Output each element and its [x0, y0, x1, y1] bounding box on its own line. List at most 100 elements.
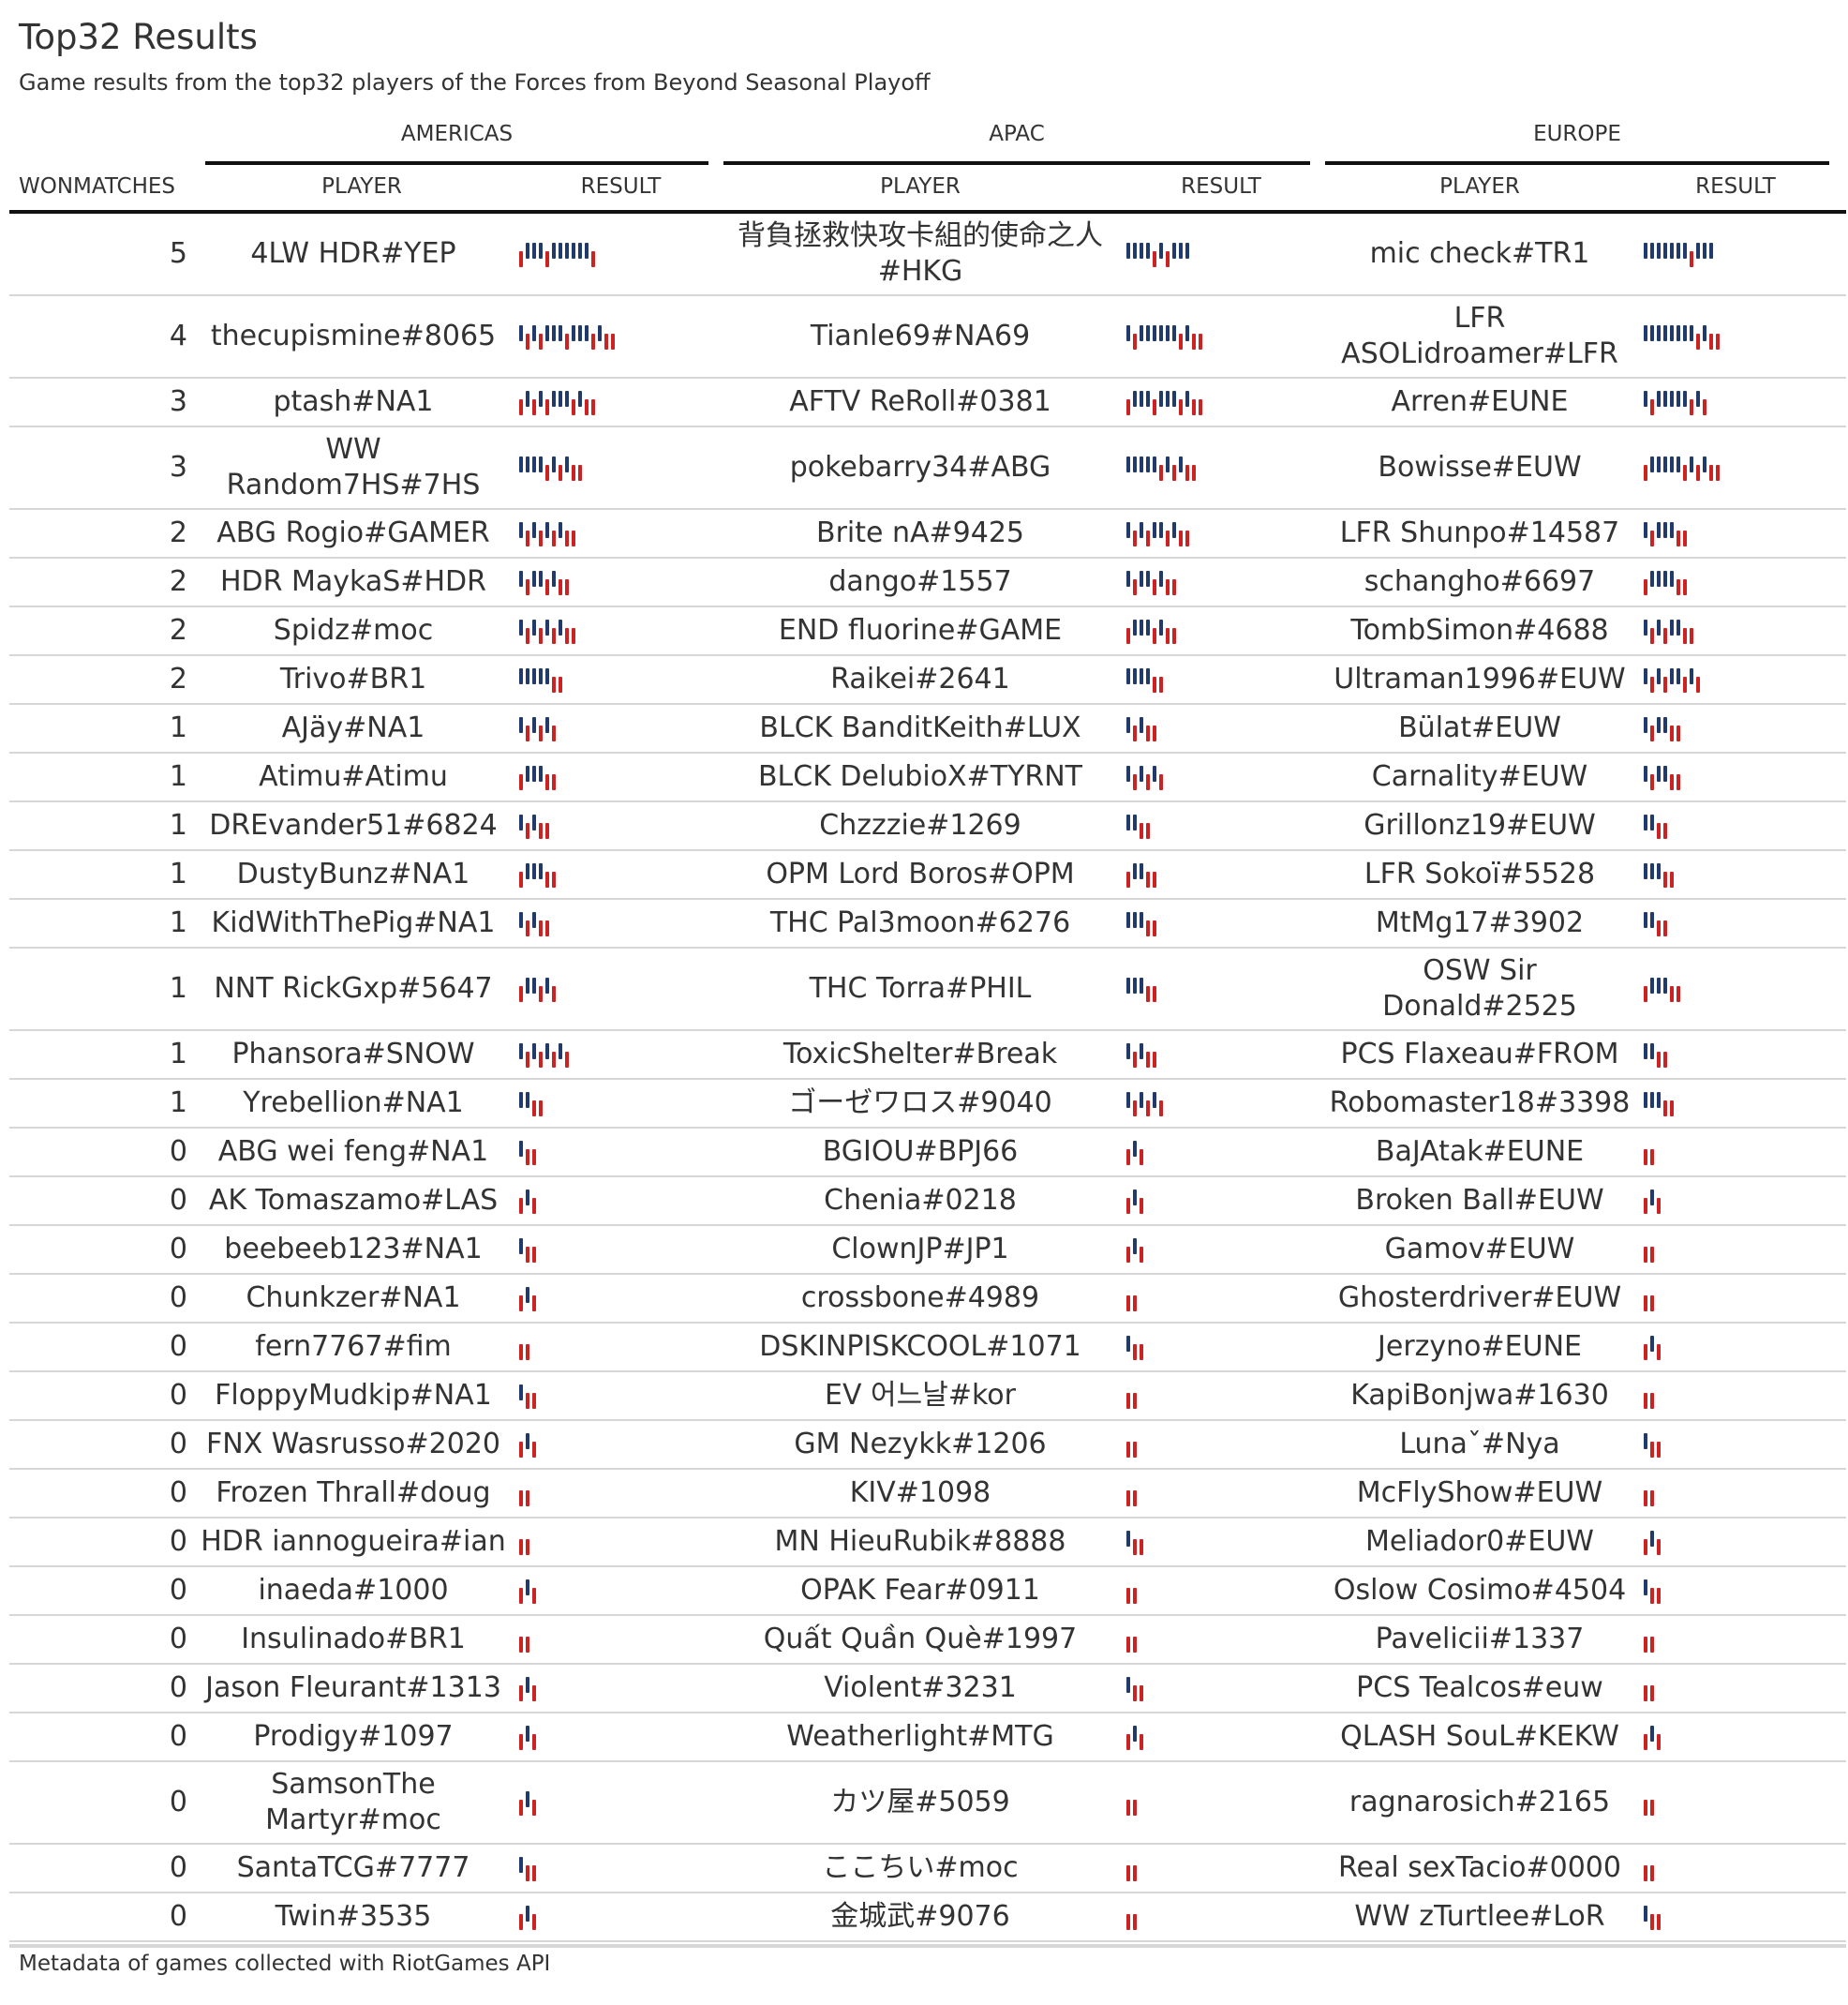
am-result-cell [510, 1225, 723, 1275]
americas-player-cell: FNX Wasrusso#2020 [197, 1420, 510, 1470]
loss-bar [1670, 725, 1674, 741]
eu-result-cell [1634, 509, 1846, 559]
ap-result-cell [1117, 1566, 1325, 1616]
win-bar [539, 862, 543, 879]
europe-player-cell: schangho#6697 [1325, 558, 1634, 607]
am-result-cell [510, 426, 723, 510]
result-sparkline [1126, 242, 1189, 267]
loss-bar [1709, 464, 1713, 481]
eu-result-cell [1634, 1469, 1846, 1519]
apac-player-cell: BLCK DelubioX#TYRNT [723, 753, 1117, 802]
ap-result-cell [1117, 509, 1325, 559]
win-bar [1663, 765, 1667, 782]
loss-bar [526, 627, 529, 644]
win-bar [519, 716, 523, 733]
table-row: 0 FNX Wasrusso#2020 GM Nezykk#1206 Lunaˇ#Ny… [9, 1420, 1846, 1470]
europe-player-cell: WW zTurtlee#LoR [1325, 1893, 1634, 1942]
loss-bar [519, 1343, 523, 1360]
result-sparkline [519, 1189, 536, 1214]
am-result-cell [510, 1030, 723, 1080]
am-result-cell [510, 1566, 723, 1616]
result-sparkline [1644, 1287, 1654, 1311]
loss-bar [552, 530, 556, 546]
win-bar [1650, 1189, 1654, 1205]
result-sparkline [519, 242, 595, 267]
win-bar [1650, 456, 1654, 472]
table-row: 0 inaeda#1000 OPAK Fear#0911 Oslow Cosimo#4… [9, 1566, 1846, 1616]
europe-player-cell: PCS Flaxeau#FROM [1325, 1030, 1634, 1080]
loss-bar [1133, 578, 1137, 595]
loss-bar [552, 627, 556, 644]
am-result-cell [510, 606, 723, 656]
win-bar [1166, 324, 1170, 341]
loss-bar [611, 333, 615, 350]
result-sparkline [1126, 911, 1156, 936]
win-bar [1146, 390, 1150, 407]
result-sparkline [1644, 977, 1680, 1002]
win-bar [1140, 1091, 1143, 1108]
win-bar [1709, 242, 1713, 259]
table-row: 0 FloppyMudkip#NA1 EV 어느날#kor KapiBonjwa#16… [9, 1371, 1846, 1421]
loss-bar [519, 1684, 523, 1701]
europe-player-cell: Lunaˇ#Nya [1325, 1420, 1634, 1470]
am-result-cell [510, 1761, 723, 1845]
win-bar [598, 324, 602, 341]
eu-result-cell [1634, 1225, 1846, 1275]
win-bar [1650, 814, 1654, 830]
won-matches-cell: 0 [9, 1274, 197, 1324]
loss-bar [1133, 1864, 1137, 1881]
loss-bar [1644, 1343, 1647, 1360]
table-row: 3 WW Random7HS#7HS pokebarry34#ABG Bowisse#… [9, 426, 1846, 510]
loss-bar [552, 725, 556, 741]
am-result-cell [510, 1664, 723, 1713]
column-header-americas-result: RESULT [580, 174, 662, 199]
result-sparkline [1126, 619, 1176, 644]
loss-bar [559, 676, 562, 693]
loss-bar [1657, 920, 1661, 936]
apac-player-cell: BLCK BanditKeith#LUX [723, 704, 1117, 754]
eu-result-cell [1634, 1566, 1846, 1616]
am-result-cell [510, 948, 723, 1031]
result-sparkline [519, 862, 556, 888]
result-sparkline [1126, 1189, 1143, 1214]
result-sparkline [1126, 977, 1156, 1002]
win-bar [1650, 1530, 1654, 1547]
eu-result-cell [1634, 1371, 1846, 1421]
loss-bar [1657, 822, 1661, 839]
loss-bar [1140, 822, 1143, 839]
americas-player-cell: Yrebellion#NA1 [197, 1079, 510, 1129]
result-sparkline [519, 1140, 536, 1165]
loss-bar [1140, 1538, 1143, 1555]
table-row: 0 ABG wei feng#NA1 BGIOU#BPJ66 BaJAtak#EUNE [9, 1128, 1846, 1177]
result-sparkline [1126, 324, 1202, 350]
loss-bar [1133, 1343, 1137, 1360]
loss-bar [519, 985, 523, 1002]
win-bar [1670, 619, 1674, 636]
win-bar [526, 390, 529, 407]
result-sparkline [1126, 814, 1150, 839]
win-bar [545, 716, 549, 733]
ap-result-cell [1117, 753, 1325, 802]
loss-bar [1677, 773, 1680, 790]
loss-bar [545, 773, 549, 790]
result-sparkline [1126, 1725, 1143, 1750]
result-sparkline [1644, 862, 1674, 888]
win-bar [539, 765, 543, 782]
won-matches-cell: 0 [9, 1518, 197, 1567]
won-matches-cell: 5 [9, 214, 197, 296]
win-bar [532, 814, 536, 830]
americas-player-cell: KidWithThePig#NA1 [197, 899, 510, 949]
win-bar [1179, 456, 1183, 472]
ap-result-cell [1117, 1761, 1325, 1845]
win-bar [1650, 1725, 1654, 1742]
win-bar [526, 765, 529, 782]
loss-bar [1140, 1197, 1143, 1214]
loss-bar [1140, 1733, 1143, 1750]
spanner-europe: EUROPE [1325, 120, 1829, 165]
loss-bar [1133, 1587, 1137, 1604]
loss-bar [565, 627, 569, 644]
eu-result-cell [1634, 1128, 1846, 1177]
win-bar [559, 521, 562, 538]
ap-result-cell [1117, 850, 1325, 900]
loss-bar [578, 464, 582, 481]
